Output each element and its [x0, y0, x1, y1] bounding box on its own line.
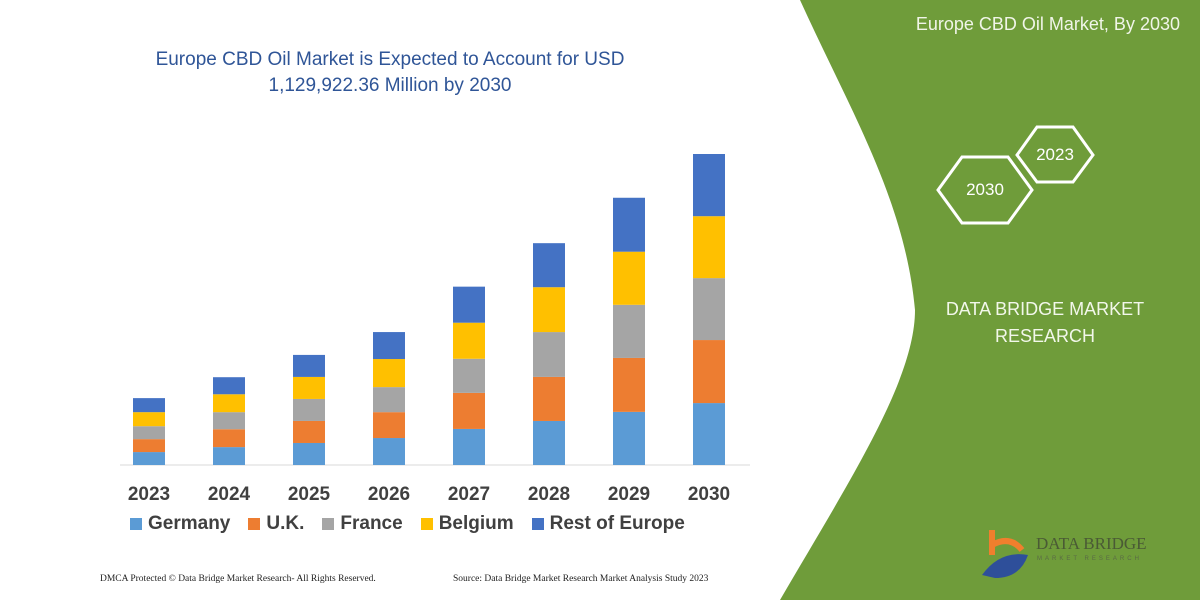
bar-2030-u-k- — [693, 340, 725, 404]
x-tick-label: 2023 — [127, 484, 171, 505]
legend-label: U.K. — [266, 513, 305, 534]
logo-subtext: MARKET RESEARCH — [1037, 556, 1142, 562]
legend-swatch — [322, 518, 335, 530]
bar-2029-u-k- — [613, 357, 645, 412]
hexagon-2023 — [1015, 125, 1095, 184]
hex-label-2023: 2023 — [1036, 145, 1074, 164]
bar-2028-u-k- — [533, 376, 565, 421]
legend-label: Rest of Europe — [549, 513, 685, 534]
bar-2026-rest-of-europe — [373, 332, 405, 360]
bar-2025-rest-of-europe — [293, 354, 325, 377]
footer-source: Source: Data Bridge Market Research Mark… — [453, 574, 709, 584]
legend-item: France — [322, 513, 403, 535]
bar-2027-france — [453, 358, 485, 393]
bar-2025-u-k- — [293, 420, 325, 443]
bar-2028-germany — [533, 420, 565, 465]
legend-label: France — [340, 513, 403, 534]
bars — [133, 154, 725, 465]
legend-swatch — [420, 518, 433, 530]
bar-2024-rest-of-europe — [213, 377, 245, 395]
legend-swatch — [531, 518, 544, 530]
bar-2029-france — [613, 304, 645, 358]
green-panel — [780, 0, 1200, 600]
bar-2026-belgium — [373, 359, 405, 388]
bar-2025-belgium — [293, 376, 325, 399]
x-tick-label: 2028 — [527, 484, 571, 505]
bar-2030-germany — [693, 403, 725, 465]
brand-name: DATA BRIDGE MARKET RESEARCH — [945, 299, 1145, 346]
hex-label-2030: 2030 — [966, 180, 1004, 199]
legend-item: Belgium — [420, 513, 514, 535]
bar-2027-rest-of-europe — [453, 286, 485, 323]
legend-item: Germany — [130, 513, 230, 535]
bar-2027-germany — [453, 428, 485, 465]
footer-copyright: DMCA Protected © Data Bridge Market Rese… — [100, 574, 376, 584]
panel-title: Europe CBD Oil Market, By 2030 — [915, 14, 1180, 34]
legend-item: Rest of Europe — [531, 513, 685, 535]
x-tick-label: 2030 — [687, 484, 731, 505]
bar-2025-germany — [293, 442, 325, 465]
bar-2026-u-k- — [373, 412, 405, 439]
bar-2029-rest-of-europe — [613, 197, 645, 252]
bar-2027-u-k- — [453, 392, 485, 429]
bar-2028-rest-of-europe — [533, 243, 565, 288]
x-tick-label: 2029 — [607, 484, 651, 505]
bar-2027-belgium — [453, 322, 485, 359]
x-tick-label: 2025 — [287, 484, 331, 505]
bar-2025-france — [293, 398, 325, 421]
x-tick-label: 2026 — [367, 484, 411, 505]
bar-2023-belgium — [133, 412, 165, 427]
bar-2026-germany — [373, 438, 405, 465]
bar-2029-germany — [613, 411, 645, 465]
bar-2028-france — [533, 332, 565, 377]
legend-item: U.K. — [248, 513, 304, 535]
bar-2030-belgium — [693, 216, 725, 279]
bar-2030-france — [693, 278, 725, 341]
bar-2029-belgium — [613, 251, 645, 305]
legend: Germany U.K. France Belgium Rest of Europe — [130, 513, 685, 535]
bar-2024-france — [213, 412, 245, 430]
legend-label: Belgium — [438, 513, 514, 534]
bar-2023-germany — [133, 452, 165, 465]
bar-2023-u-k- — [133, 439, 165, 453]
bar-2026-france — [373, 387, 405, 413]
bar-2023-rest-of-europe — [133, 398, 165, 413]
legend-swatch — [130, 518, 142, 530]
chart-title: Europe CBD Oil Market is Expected to Acc… — [155, 49, 625, 96]
bar-2023-france — [133, 426, 165, 440]
logo-text: DATA BRIDGE — [1036, 534, 1147, 553]
legend-swatch — [248, 518, 261, 530]
bar-2024-belgium — [213, 394, 245, 413]
bar-2024-germany — [213, 447, 245, 465]
x-tick-label: 2024 — [207, 484, 251, 505]
x-tick-label: 2027 — [447, 484, 491, 505]
bar-2030-rest-of-europe — [693, 154, 725, 217]
bar-2024-u-k- — [213, 429, 245, 448]
bar-2028-belgium — [533, 287, 565, 333]
hexagon-2030 — [936, 155, 1034, 225]
legend-label: Germany — [148, 513, 231, 534]
logo-icon — [982, 530, 1028, 578]
